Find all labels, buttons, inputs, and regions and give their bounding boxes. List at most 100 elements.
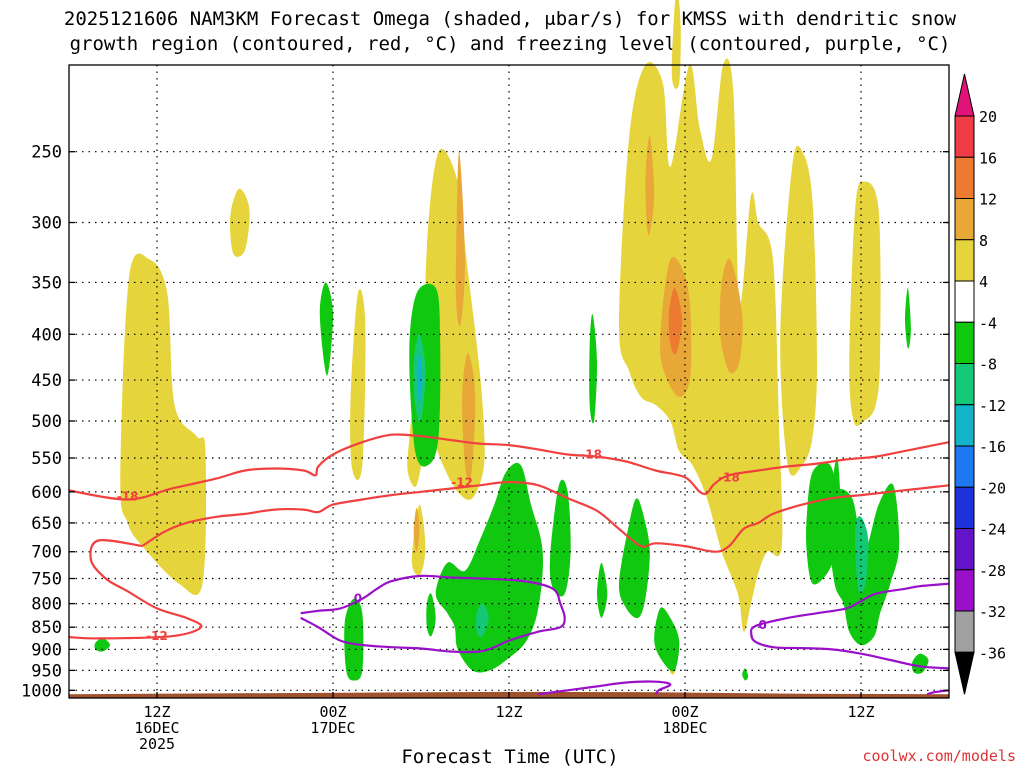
y-tick-label-1000: 1000 [21,681,62,701]
omega-region-36 [476,603,489,638]
omega-region-11 [455,151,466,327]
omega-region-2 [350,289,366,481]
temperature-contours [68,433,950,696]
y-tick-label-250: 250 [31,143,62,163]
y-tick-label-850: 850 [31,618,62,638]
omega-region-14 [719,258,743,374]
colorbar-label-1: 16 [979,149,997,167]
colorbar-swatch-6 [954,363,975,406]
colorbar: 20 16 12 8 4 -4 -8 -12 -16 -20 -24 -28 -32 -36 [954,73,1006,695]
y-tick-label-900: 900 [31,640,62,660]
x-tick-label-18-1: 00Z [319,703,346,721]
y-tick-label-450: 450 [31,371,62,391]
colorbar-label-7: -12 [979,397,1006,415]
colorbar-label-4: 4 [979,273,988,291]
colorbar-label-3: 8 [979,232,988,250]
y-tick-label-500: 500 [31,412,62,432]
contour-line-8 [750,582,950,631]
colorbar-label-12: -32 [979,603,1006,621]
omega-region-29 [806,462,838,585]
contour-label-2: -18 [718,470,740,484]
colorbar-label-5: -4 [979,314,997,332]
y-tick-label-950: 950 [31,661,62,681]
contour-labels: -18 -18 -18 -12 -12 0 0 [117,447,767,643]
omega-region-0 [120,253,207,596]
contour-line-0 [68,433,950,501]
colorbar-swatch-0 [954,115,975,158]
colorbar-swatch-2 [954,198,975,241]
omega-region-20 [435,462,544,673]
contour-label-4: -12 [146,629,168,643]
omega-region-37 [855,516,869,594]
omega-region-8 [849,181,881,426]
contour-label-6: 0 [354,592,362,606]
colorbar-swatch-8 [954,445,975,488]
credit-text: coolwx.com/models [862,747,1016,765]
colorbar-top-arrow [954,73,975,117]
x-tick-label-42-1: 00Z [671,703,698,721]
omega-region-16 [413,507,420,552]
colorbar-label-11: -28 [979,562,1006,580]
y-tick-label-800: 800 [31,595,62,615]
contour-line-7 [749,629,950,670]
colorbar-label-10: -24 [979,521,1006,539]
x-tick-label-42-2: 18DEC [662,719,707,737]
omega-region-18 [319,282,334,376]
y-tick-label-750: 750 [31,570,62,590]
omega-region-12 [645,135,655,236]
x-tick-label-54-1: 12Z [847,703,874,721]
y-axis-pressure-ticks: 2503003504004505005506006507007508008509… [21,143,949,701]
contour-label-3: -12 [451,476,473,490]
colorbar-swatch-9 [954,486,975,529]
colorbar-swatch-10 [954,528,975,571]
y-tick-label-400: 400 [31,325,62,345]
y-tick-label-700: 700 [31,543,62,563]
colorbar-swatch-1 [954,156,975,199]
x-tick-label-30-1: 12Z [495,703,522,721]
colorbar-swatch-11 [954,569,975,612]
omega-region-1 [230,188,250,257]
chart-title-line2: growth region (contoured, red, °C) and f… [70,33,951,55]
omega-region-9 [671,0,681,89]
colorbar-label-2: 12 [979,191,997,209]
omega-region-6 [619,58,783,632]
colorbar-label-13: -36 [979,644,1006,662]
omega-region-22 [589,314,598,424]
x-axis-label: Forecast Time (UTC) [401,746,618,768]
y-tick-label-550: 550 [31,449,62,469]
colorbar-label-6: -8 [979,356,997,374]
x-tick-label-6-3: 2025 [139,735,175,753]
grid-lines [69,65,949,698]
colorbar-label-8: -16 [979,438,1006,456]
colorbar-label-9: -20 [979,479,1006,497]
y-tick-label-650: 650 [31,514,62,534]
contour-label-0: -18 [580,447,602,461]
colorbar-bottom-arrow [954,651,975,695]
chart-title-line1: 2025121606 NAM3KM Forecast Omega (shaded… [64,8,957,30]
contour-label-1: -18 [117,489,139,503]
omega-region-33 [94,638,111,652]
colorbar-label-0: 20 [979,108,997,126]
y-tick-label-300: 300 [31,214,62,234]
y-tick-label-600: 600 [31,483,62,503]
contour-line-5 [141,480,950,553]
omega-region-21 [549,479,571,597]
omega-region-38 [416,353,423,406]
omega-region-27 [426,593,436,637]
omega-region-31 [905,287,911,349]
y-tick-label-350: 350 [31,273,62,293]
contour-line-6 [300,574,566,654]
contour-line-9 [538,680,672,696]
colorbar-swatch-5 [954,321,975,364]
omega-region-15 [462,353,476,484]
x-tick-label-6-1: 12Z [143,703,170,721]
omega-region-23 [618,498,650,619]
omega-region-32 [911,653,929,674]
colorbar-swatch-7 [954,404,975,447]
colorbar-swatch-4 [954,280,975,323]
omega-region-26 [344,598,364,681]
colorbar-swatch-3 [954,239,975,282]
colorbar-swatch-12 [954,610,975,653]
